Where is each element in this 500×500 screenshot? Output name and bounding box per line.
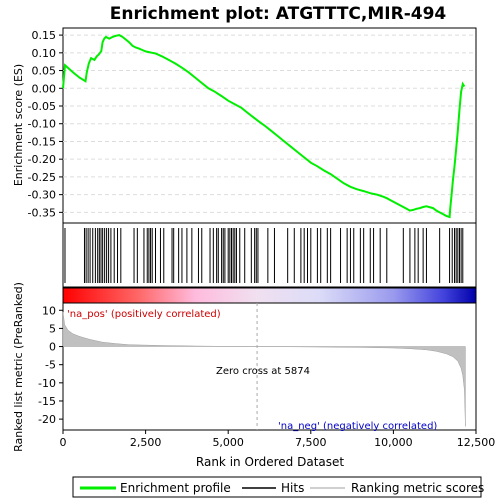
ranking-metric-area [62, 312, 466, 427]
es-y-tick-label: 0.00 [32, 82, 57, 95]
chart-title: Enrichment plot: ATGTTTC,MIR-494 [110, 4, 447, 24]
es-grid [63, 34, 476, 213]
x-tick-label: 0 [60, 436, 67, 449]
es-y-axis: 0.15 0.10 0.05 0.00 -0.05 -0.10 -0.15 -0.20 -0.2… [28, 29, 63, 219]
enrichment-profile-line [62, 34, 466, 219]
rank-color-band [62, 287, 477, 304]
es-y-tick-label: 0.05 [32, 65, 57, 78]
rank-y-tick-label: -15 [38, 395, 56, 408]
rank-metric-panel: 10 5 0 -5 -10 -15 -20 'na_pos' (positively cor… [12, 282, 477, 452]
x-tick-label: 2,500 [130, 436, 162, 449]
es-panel: 0.15 0.10 0.05 0.00 -0.05 -0.10 -0.15 -0.20 -0.2… [12, 27, 477, 224]
x-tick-label: 7,500 [295, 436, 327, 449]
legend-frame [72, 476, 482, 498]
legend-label-ranking: Ranking metric scores [351, 481, 484, 495]
x-axis: 0 2,500 5,000 7,500 10,000 12,500 [60, 430, 496, 449]
rank-y-tick-label: 0 [49, 341, 56, 354]
neg-correlated-label: 'na_neg' (negatively correlated) [278, 421, 437, 432]
hits-panel [62, 222, 477, 288]
es-y-tick-label: -0.35 [28, 206, 56, 219]
rank-y-tick-label: -5 [45, 359, 56, 372]
hits-lines [64, 228, 464, 283]
rank-plot-frame [62, 302, 477, 431]
es-y-tick-label: 0.15 [32, 29, 57, 42]
rank-y-axis-label: Ranked list metric (PreRanked) [12, 282, 25, 452]
rank-y-tick-label: -10 [38, 377, 56, 390]
rank-y-tick-label: 10 [42, 304, 56, 317]
es-y-tick-label: -0.10 [28, 118, 56, 131]
x-axis-label: Rank in Ordered Dataset [196, 455, 344, 469]
color-band-rect [62, 287, 477, 304]
x-tick-label: 10,000 [374, 436, 413, 449]
es-y-axis-label: Enrichment score (ES) [12, 64, 25, 186]
pos-correlated-label: 'na_pos' (positively correlated) [67, 309, 221, 320]
es-y-tick-label: -0.30 [28, 189, 56, 202]
es-plot-frame [62, 27, 477, 224]
es-y-tick-label: -0.15 [28, 135, 56, 148]
rank-y-axis: 10 5 0 -5 -10 -15 -20 [38, 304, 63, 426]
es-y-tick-label: 0.10 [32, 47, 57, 60]
x-tick-label: 5,000 [212, 436, 244, 449]
hits-frame [62, 222, 477, 288]
es-y-tick-label: -0.25 [28, 171, 56, 184]
zero-cross-label: Zero cross at 5874 [216, 366, 310, 377]
es-y-tick-label: -0.20 [28, 153, 56, 166]
legend-label-hits: Hits [281, 481, 304, 495]
legend: Enrichment profile Hits Ranking metric s… [72, 476, 484, 498]
es-y-tick-label: -0.05 [28, 100, 56, 113]
legend-label-enrichment: Enrichment profile [120, 481, 231, 495]
rank-y-tick-label: -20 [38, 413, 56, 426]
x-tick-label: 12,500 [457, 436, 496, 449]
rank-y-tick-label: 5 [49, 322, 56, 335]
